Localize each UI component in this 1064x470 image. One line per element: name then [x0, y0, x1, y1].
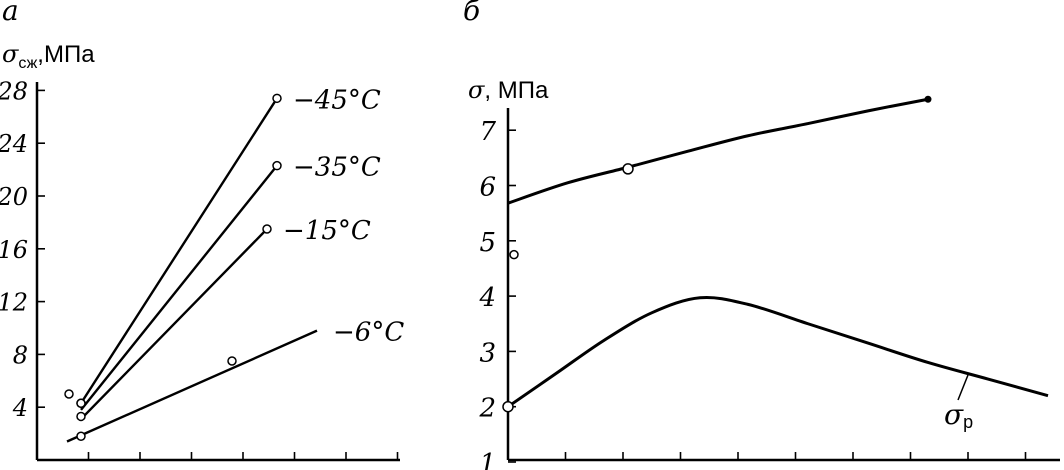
panel-a-series-line: [66, 329, 318, 443]
panel-b-plot: 7 6 5 4 3 2 1: [478, 95, 1060, 470]
panel-a-y-tick-label: 20: [0, 183, 28, 211]
panel-a-series-label: −45°C: [293, 85, 381, 115]
panel-a-data-point: [262, 224, 272, 234]
panel-a-data-point: [76, 411, 86, 422]
panel-b-y-tick-label: 7: [479, 117, 496, 147]
sigma-p-label: σр: [944, 398, 973, 432]
panel-a-series-label: −6°C: [333, 318, 404, 348]
panel-a-data-point: [76, 431, 86, 441]
panel-a-y-tick-label: 24: [0, 130, 28, 158]
panel-b-curve-end-dot: [924, 95, 932, 103]
panel-a-series-label: −35°C: [293, 153, 381, 183]
panel-a-y-axis-title: σсж,МПа: [2, 40, 95, 72]
panel-a-series-line: [79, 97, 279, 404]
panel-a-y-axis-subscript: сж: [18, 55, 37, 72]
panel-a-data-point: [64, 389, 74, 399]
panel-b-y-tick-label: 1: [479, 449, 496, 470]
panel-a-series-line: [80, 164, 278, 411]
panel-a-y-axis-unit: ,МПа: [37, 41, 95, 68]
panel-a-series-label: −15°C: [283, 216, 371, 246]
panel-a-y-tick-label: 12: [0, 289, 28, 317]
panel-a-y-tick-label: 4: [12, 394, 28, 422]
panel-b-y-tick-label: 4: [478, 283, 496, 313]
panel-b-data-point: [509, 249, 519, 260]
panel-a-y-tick-label: 8: [13, 341, 28, 369]
panel-b-data-point: [502, 400, 514, 413]
panel-b-upper-curve: [507, 97, 929, 205]
sigma-p-symbol: σ: [944, 398, 964, 431]
panel-a-data-point: [272, 93, 282, 104]
panel-b-sigma-p-curve: [507, 295, 1049, 408]
sigma-p-leader-line: [957, 374, 969, 401]
panel-b-y-axis-title: σ, МПа: [468, 76, 549, 104]
panel-b-y-axis-symbol: σ: [468, 76, 485, 104]
panel-a-series-line: [80, 228, 268, 420]
panel-a-y-tick-label: 28: [0, 77, 28, 105]
panel-b-y-tick-label: 2: [478, 394, 496, 424]
panel-b-letter: б: [463, 0, 481, 27]
panel-b-y-tick-label: 5: [479, 228, 496, 258]
panel-a-y-axis-symbol: σ: [2, 40, 19, 68]
panel-b-y-tick-label: 6: [479, 173, 496, 203]
panel-a-letter: а: [2, 0, 19, 27]
panel-a-data-point: [272, 160, 282, 171]
panel-a-data-point: [227, 356, 237, 366]
panel-a-y-tick-label: 16: [0, 236, 28, 264]
sigma-p-subscript: р: [963, 412, 973, 432]
panel-b-y-axis-unit: , МПа: [484, 77, 549, 104]
panel-a-plot: 28 24 20 16 12 8 4 −45°C −35°C −15°C −6°C: [0, 77, 404, 462]
panel-b-data-point: [622, 163, 634, 175]
panel-b-y-tick-label: 3: [479, 338, 496, 368]
panel-a-data-point: [76, 398, 86, 408]
